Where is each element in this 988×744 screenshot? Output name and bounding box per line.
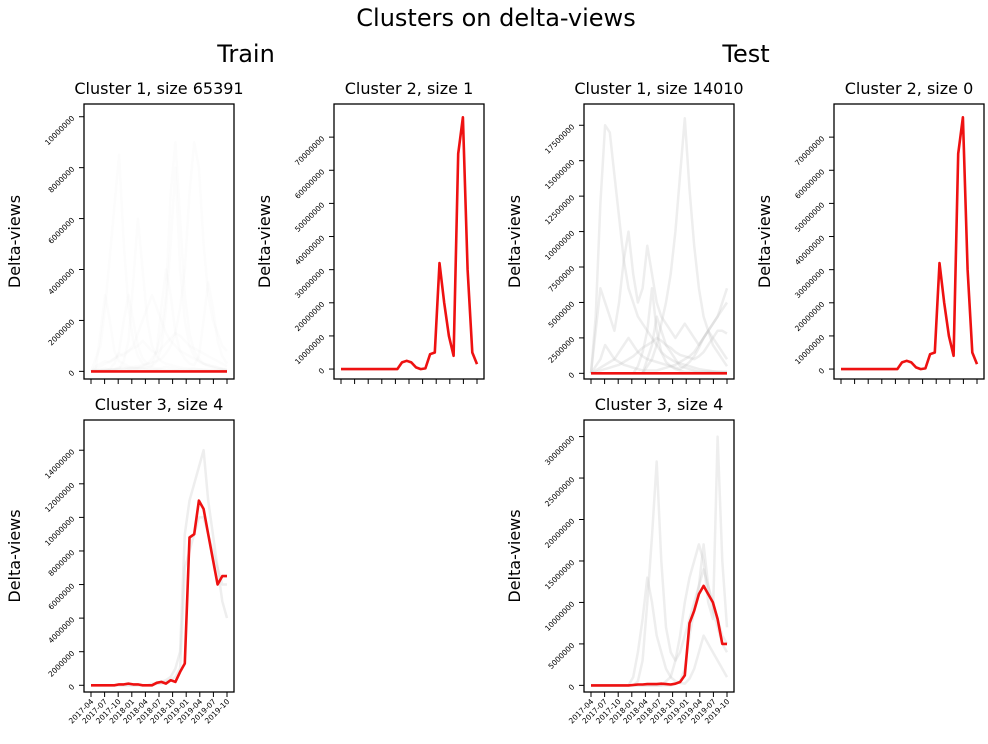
y-tick-label: 40000000 [793,233,827,267]
panel-title: Cluster 1, size 65391 [74,79,243,98]
cluster-center-line [91,499,227,687]
y-tick-label: 12000000 [43,481,77,515]
y-axis-label: Delta-views [5,195,24,288]
cluster-member-line [590,329,728,375]
y-tick-label: 70000000 [293,134,327,168]
y-tick-label: 6000000 [46,581,76,611]
y-tick-label: 10000000 [543,599,577,633]
y-tick-label: 5000000 [546,641,576,671]
y-tick-label: 8000000 [46,165,76,195]
plot-frame [833,103,985,380]
y-tick-label: 60000000 [293,167,327,201]
y-axis-label: Delta-views [255,195,274,288]
cluster-member-line [90,268,229,373]
y-tick-label: 0 [67,682,77,692]
y-tick-label: 10000000 [43,514,77,548]
cluster-member-line [90,217,228,373]
panel-title: Cluster 2, size 0 [845,79,974,98]
cluster-member-line [90,293,228,373]
y-tick-label: 10000000 [543,228,577,262]
y-tick-label: 0 [567,370,577,380]
y-tick-label: 4000000 [46,615,76,645]
y-axis-label: Delta-views [5,509,24,602]
y-tick-label: 30000000 [543,433,577,467]
y-tick-label: 2000000 [46,317,76,347]
group-title-test: Test [721,40,769,68]
y-tick-label: 25000000 [543,475,577,509]
panel-3: Cluster 3, size 4 Delta-views 0 2000000 4000… [5,395,235,726]
panel-title: Cluster 1, size 14010 [574,79,743,98]
y-tick-label: 0 [817,366,827,376]
y-tick-label: 10000000 [293,333,327,367]
group-title-train: Train [216,40,275,68]
y-tick-label: 60000000 [793,167,827,201]
y-tick-label: 50000000 [793,200,827,234]
y-tick-label: 2500000 [546,335,576,365]
y-tick-label: 6000000 [46,215,76,245]
y-tick-label: 5000000 [546,299,576,329]
cluster-member-line [590,329,729,375]
y-tick-label: 30000000 [293,267,327,301]
y-tick-label: 0 [67,368,77,378]
panel-title: Cluster 3, size 4 [95,395,224,414]
y-tick-label: 10000000 [43,114,77,148]
figure-title: Clusters on delta-views [356,4,635,32]
y-tick-label: 40000000 [293,233,327,267]
y-tick-label: 15000000 [543,558,577,592]
cluster-member-line [589,287,729,374]
y-tick-label: 4000000 [46,266,76,296]
panel-1: Cluster 1, size 65391 Delta-views 0 2000000… [5,79,244,384]
y-tick-label: 70000000 [793,134,827,168]
plot-frame [333,103,485,380]
cluster-center-line [841,116,979,371]
cluster-member-line [90,140,228,373]
cluster-center-line [341,116,479,371]
panel-4: Cluster 1, size 14010 Delta-views 0 2500000… [505,79,744,384]
y-tick-label: 20000000 [543,516,577,550]
cluster-member-line [589,124,728,374]
panel-title: Cluster 3, size 4 [595,395,724,414]
cluster-member-line [91,448,229,687]
y-tick-label: 50000000 [293,200,327,234]
y-tick-label: 2000000 [46,649,76,679]
y-axis-label: Delta-views [505,509,524,602]
y-tick-label: 10000000 [793,333,827,367]
cluster-member-line [90,365,228,373]
y-tick-label: 14000000 [43,447,77,481]
y-tick-label: 0 [567,682,577,692]
y-tick-label: 8000000 [46,548,76,578]
y-tick-label: 17500000 [543,122,577,156]
panel-2: Cluster 2, size 1 Delta-views 010000000200… [255,79,485,384]
cluster-member-line [90,331,228,373]
y-tick-label: 7500000 [546,264,576,294]
y-axis-label: Delta-views [755,195,774,288]
cluster-center-line [591,584,727,687]
y-tick-label: 30000000 [793,267,827,301]
y-axis-label: Delta-views [505,195,524,288]
cluster-member-line [591,543,729,687]
y-tick-label: 0 [317,366,327,376]
panel-title: Cluster 2, size 1 [345,79,474,98]
cluster-member-line [91,516,227,687]
y-tick-label: 20000000 [293,300,327,334]
y-tick-label: 20000000 [793,300,827,334]
cluster-member-line [90,166,228,373]
panel-6: Cluster 3, size 4 Delta-views 0 5000000 1000… [505,395,735,726]
y-tick-label: 12500000 [543,193,577,227]
panel-5: Cluster 2, size 0 Delta-views 010000000200… [755,79,985,384]
cluster-member-line [589,230,729,374]
y-tick-label: 15000000 [543,158,577,192]
